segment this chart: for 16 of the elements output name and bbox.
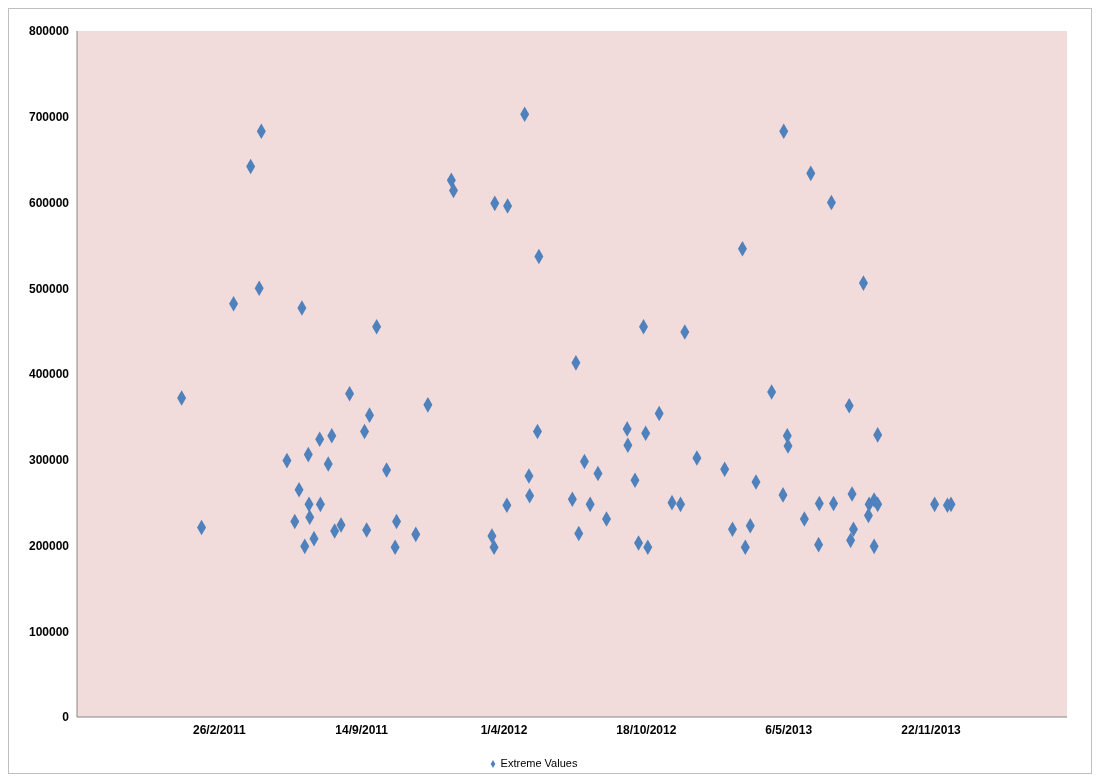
- y-tick-label: 700000: [28, 110, 70, 125]
- x-tick-label: 1/4/2012: [480, 722, 528, 737]
- y-tick-label: 0: [62, 710, 70, 725]
- y-tick-label: 800000: [28, 24, 70, 39]
- x-tick-label: 6/5/2013: [765, 722, 813, 737]
- y-tick-label: 100000: [28, 624, 70, 639]
- x-tick-label: 14/9/2011: [335, 722, 389, 737]
- y-tick-label: 400000: [28, 367, 70, 382]
- legend-label: Extreme Values: [500, 757, 578, 769]
- y-tick-label: 500000: [28, 281, 70, 296]
- x-tick-label: 18/10/2012: [616, 722, 677, 737]
- y-tick-label: 300000: [28, 453, 70, 468]
- x-tick-label: 22/11/2013: [901, 722, 962, 737]
- x-tick-label: 26/2/2011: [192, 722, 247, 737]
- y-tick-label: 200000: [28, 538, 70, 553]
- y-tick-label: 600000: [28, 195, 70, 210]
